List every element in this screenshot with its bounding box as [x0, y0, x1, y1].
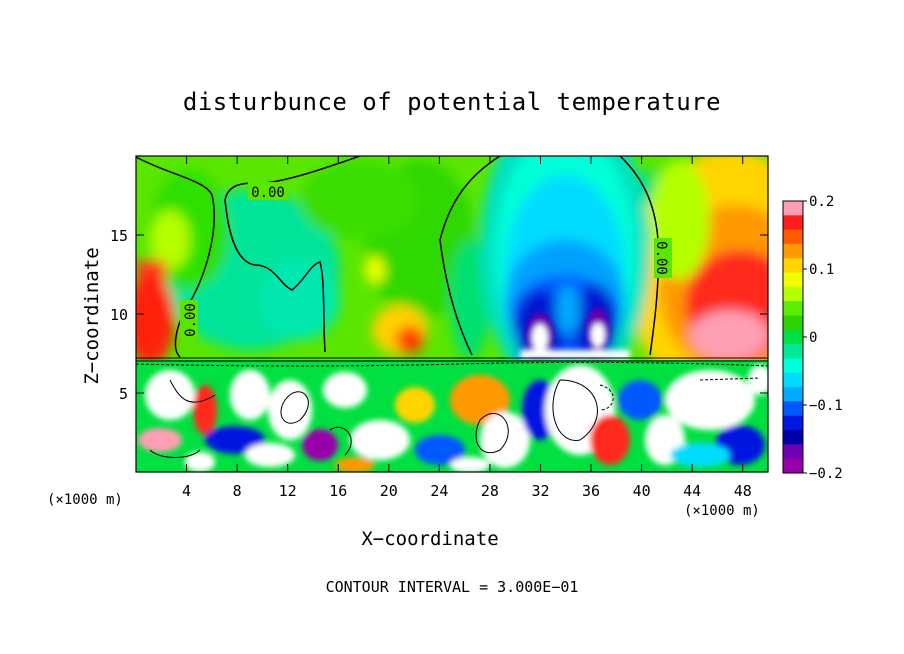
- contour-label-bg: [654, 238, 672, 278]
- colorbar-swatch: [783, 329, 803, 345]
- y-tick-label: 5: [119, 385, 128, 403]
- x-tick-label: 28: [481, 482, 499, 500]
- colorbar-swatch: [783, 458, 803, 474]
- contour-label: 0.00: [653, 241, 669, 275]
- colorbar-tick-label: 0.1: [809, 262, 834, 278]
- colorbar-swatch: [783, 315, 803, 331]
- x-tick-label: 4: [182, 482, 191, 500]
- colorbar-tick-label: −0.1: [809, 398, 843, 414]
- colorbar-swatch: [783, 358, 803, 374]
- lower-field: [136, 357, 768, 472]
- x-tick-label: 8: [233, 482, 242, 500]
- x-unit-left: (×1000 m): [47, 492, 123, 508]
- contour-label: 0.00: [183, 303, 199, 337]
- colorbar-swatch: [783, 387, 803, 402]
- x-tick-label: 44: [683, 482, 701, 500]
- x-tick-label: 36: [582, 482, 600, 500]
- colorbar-swatch: [783, 401, 803, 417]
- y-axis-label: Z−coordinate: [81, 247, 103, 385]
- colorbar-swatch: [783, 215, 803, 231]
- contour-label: 0.00: [251, 185, 285, 201]
- x-tick-label: 32: [531, 482, 549, 500]
- x-tick-label: 20: [380, 482, 398, 500]
- x-unit-right: (×1000 m): [684, 503, 760, 519]
- contour-label-bg: [248, 182, 288, 200]
- x-tick-label: 48: [734, 482, 752, 500]
- colorbar-swatch: [783, 430, 803, 445]
- contour-label-layer: 0.00 0.00 0.00: [180, 182, 672, 340]
- colorbar-swatch: [783, 444, 803, 460]
- colorbar-tick-label: 0.2: [809, 194, 834, 210]
- chart-title: disturbunce of potential temperature: [182, 88, 722, 116]
- colorbar-swatch: [783, 286, 803, 302]
- colorbar-swatch: [783, 229, 803, 245]
- colorbar-swatch: [783, 344, 803, 359]
- colorbar-tick-label: 0: [809, 330, 817, 346]
- colorbar-swatch: [783, 243, 803, 259]
- colorbar-swatch: [783, 272, 803, 288]
- colorbar-swatch: [783, 258, 803, 274]
- colorbar-swatch: [783, 415, 803, 431]
- y-tick-label: 15: [110, 227, 128, 245]
- x-axis-label: X−coordinate: [361, 528, 499, 550]
- y-tick-label: 10: [110, 306, 128, 324]
- colorbar: 0.2 0.1 0 −0.1 −0.2: [782, 194, 843, 482]
- colorbar-swatch: [783, 301, 803, 317]
- x-tick-label: 16: [329, 482, 347, 500]
- contour-label-bg: [180, 300, 198, 340]
- colorbar-swatch: [783, 372, 803, 388]
- x-tick-label: 24: [430, 482, 448, 500]
- colorbar-tick-label: −0.2: [809, 466, 843, 482]
- colorbar-swatch: [783, 201, 803, 216]
- x-tick-label: 12: [279, 482, 297, 500]
- contour-interval-note: CONTOUR INTERVAL = 3.000E−01: [325, 578, 579, 596]
- x-tick-label: 40: [633, 482, 651, 500]
